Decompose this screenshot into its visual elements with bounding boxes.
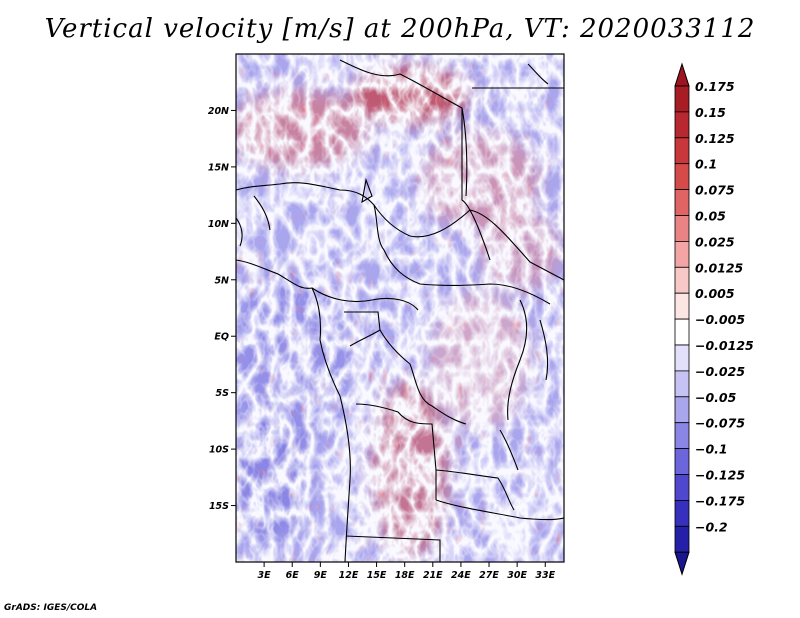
colorbar-swatch [674, 422, 690, 450]
colorbar-label: −0.175 [695, 493, 745, 508]
colorbar-label: 0.025 [695, 234, 735, 249]
colorbar-label: 0.15 [695, 105, 726, 120]
lon-tick-label: 24E [451, 570, 471, 581]
lon-tick-label: 9E [314, 570, 328, 581]
longitude-axis: 3E 6E 9E 12E 15E 18E 21E 24E 27E 30E 33E [258, 562, 556, 581]
lat-tick-label: 10S [209, 445, 229, 456]
lon-tick-label: 33E [535, 570, 555, 581]
colorbar: 0.175 0.15 0.125 0.1 0.075 0.05 0.025 0.0125 0.0… [674, 62, 754, 576]
grads-credit: GrADS: IGES/COLA [4, 603, 98, 613]
colorbar-swatch [674, 318, 690, 346]
colorbar-label: 0.1 [695, 157, 717, 172]
colorbar-swatch [674, 240, 690, 268]
lat-tick-label: 15N [208, 162, 229, 173]
colorbar-swatch [674, 499, 690, 527]
colorbar-top-arrow [674, 62, 690, 87]
colorbar-swatch [674, 525, 690, 553]
colorbar-label: −0.05 [695, 390, 737, 405]
colorbar-label: −0.125 [695, 468, 745, 483]
colorbar-bottom-arrow [674, 551, 690, 576]
colorbar-swatch [674, 137, 690, 165]
lat-tick-label: 5N [214, 275, 229, 286]
colorbar-label: −0.0125 [695, 338, 754, 353]
lon-tick-label: 27E [479, 570, 499, 581]
country-borders [236, 59, 564, 562]
colorbar-label: 0.005 [695, 286, 735, 301]
colorbar-label: −0.075 [695, 416, 745, 431]
colorbar-swatch [674, 370, 690, 398]
colorbar-label: 0.05 [695, 209, 726, 224]
colorbar-swatch [674, 474, 690, 501]
colorbar-label: −0.1 [695, 442, 728, 457]
colorbar-label: 0.075 [695, 183, 735, 198]
lat-tick-label: 5S [216, 388, 230, 399]
lat-tick-label: 20N [208, 106, 229, 117]
colorbar-label: −0.025 [695, 364, 745, 379]
colorbar-swatch [674, 344, 690, 372]
colorbar-label: −0.005 [695, 312, 745, 327]
plot-title: Vertical velocity [m/s] at 200hPa, VT: 2… [44, 14, 756, 44]
lon-tick-label: 12E [339, 570, 359, 581]
lat-tick-label: 10N [208, 219, 229, 230]
lon-tick-label: 6E [286, 570, 300, 581]
lon-tick-label: 3E [258, 570, 272, 581]
velocity-field [236, 54, 564, 562]
colorbar-swatch [674, 85, 690, 113]
colorbar-label: −0.2 [695, 519, 728, 534]
colorbar-swatch [674, 111, 690, 139]
colorbar-label: 0.0125 [695, 260, 744, 275]
lat-tick-label: EQ [214, 332, 229, 343]
colorbar-swatch [674, 189, 690, 216]
colorbar-label: 0.175 [695, 79, 735, 94]
colorbar-swatch [674, 396, 690, 424]
lon-tick-label: 21E [423, 570, 443, 581]
colorbar-label: 0.125 [695, 131, 735, 146]
colorbar-swatch [674, 163, 690, 190]
lon-tick-label: 30E [507, 570, 527, 581]
colorbar-swatch [674, 266, 690, 294]
plot-frame [235, 53, 565, 563]
lat-tick-label: 15S [209, 501, 229, 512]
latitude-axis: 20N 15N 10N 5N EQ 5S 10S 15S [208, 106, 236, 512]
lon-tick-label: 15E [367, 570, 387, 581]
colorbar-swatch [674, 215, 690, 242]
lon-tick-label: 18E [395, 570, 415, 581]
colorbar-swatch [674, 448, 690, 475]
colorbar-swatch [674, 292, 690, 320]
